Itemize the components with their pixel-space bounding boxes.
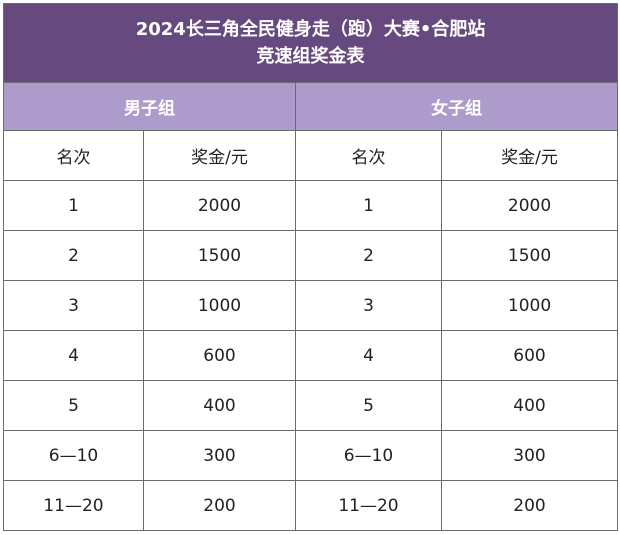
- group-header-women: 女子组: [294, 82, 619, 131]
- women-rank-cell: 2: [295, 230, 442, 281]
- women-rank-cell: 5: [295, 380, 442, 431]
- men-prize-cell: 400: [143, 380, 296, 431]
- men-rank-cell: 2: [3, 230, 144, 281]
- women-prize-cell: 2000: [440, 180, 619, 231]
- women-rank-cell: 4: [295, 330, 442, 381]
- men-rank-cell: 6—10: [3, 430, 144, 481]
- men-prize-cell: 200: [143, 480, 296, 531]
- women-rank-cell: 3: [295, 280, 442, 331]
- women-rank-cell: 6—10: [295, 430, 442, 481]
- table-row: 4 600 4 600: [3, 330, 619, 381]
- men-rank-cell: 5: [3, 380, 144, 431]
- table-row: 6—10 300 6—10 300: [3, 430, 619, 481]
- men-prize-cell: 1000: [143, 280, 296, 331]
- title-line-2: 竞速组奖金表: [256, 46, 365, 67]
- women-prize-cell: 1500: [440, 230, 619, 281]
- men-rank-cell: 11—20: [3, 480, 144, 531]
- men-rank-cell: 3: [3, 280, 144, 331]
- table-row: 3 1000 3 1000: [3, 280, 619, 331]
- women-rank-cell: 1: [295, 180, 442, 231]
- column-header-men-rank: 名次: [3, 130, 144, 181]
- table-row: 5 400 5 400: [3, 380, 619, 431]
- table-row: 2 1500 2 1500: [3, 230, 619, 281]
- women-prize-cell: 1000: [440, 280, 619, 331]
- group-header-men: 男子组: [3, 82, 296, 131]
- table-title: 2024长三角全民健身走（跑）大赛•合肥站 竞速组奖金表: [2, 3, 619, 83]
- men-prize-cell: 600: [143, 330, 296, 381]
- column-header-women-prize: 奖金/元: [440, 130, 619, 181]
- women-prize-cell: 600: [440, 330, 619, 381]
- women-rank-cell: 11—20: [295, 480, 442, 531]
- column-header-row: 名次 奖金/元 名次 奖金/元: [3, 130, 619, 181]
- men-prize-cell: 300: [143, 430, 296, 481]
- title-row: 2024长三角全民健身走（跑）大赛•合肥站 竞速组奖金表: [2, 3, 619, 83]
- women-prize-cell: 300: [440, 430, 619, 481]
- table-row: 1 2000 1 2000: [3, 180, 619, 231]
- column-header-women-rank: 名次: [295, 130, 442, 181]
- men-prize-cell: 1500: [143, 230, 296, 281]
- prize-table: 2024长三角全民健身走（跑）大赛•合肥站 竞速组奖金表 男子组 女子组 名次 …: [2, 3, 619, 531]
- table-row: 11—20 200 11—20 200: [3, 480, 619, 531]
- title-line-1: 2024长三角全民健身走（跑）大赛•合肥站: [135, 19, 486, 40]
- women-prize-cell: 200: [440, 480, 619, 531]
- men-prize-cell: 2000: [143, 180, 296, 231]
- column-header-men-prize: 奖金/元: [143, 130, 296, 181]
- men-rank-cell: 1: [3, 180, 144, 231]
- women-prize-cell: 400: [440, 380, 619, 431]
- men-rank-cell: 4: [3, 330, 144, 381]
- group-header-row: 男子组 女子组: [3, 82, 619, 131]
